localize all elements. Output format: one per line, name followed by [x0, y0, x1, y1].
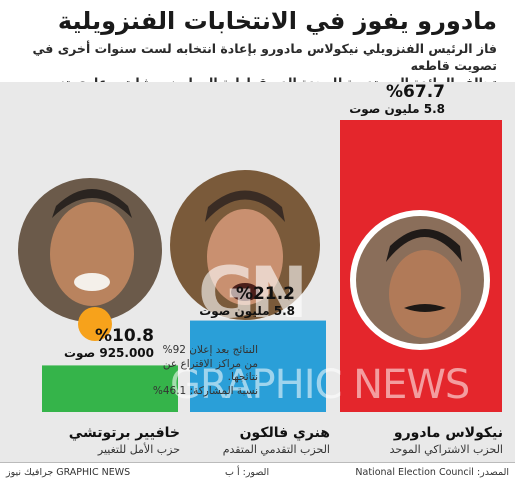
votes-label-falcon: 5.8 مليون صوت: [199, 304, 295, 318]
results-note: النتائج بعد إعلان 92% من مراكز الاقتراع …: [138, 344, 258, 398]
bar-falcon: [190, 320, 326, 412]
pct-label-bertucci: %10.8: [95, 326, 154, 346]
bar-bertucci: [42, 365, 178, 412]
party-name-maduro: الحزب الاشتراكي الموحد: [389, 443, 503, 456]
watermark-text: GRAPHIC NEWS: [170, 362, 470, 408]
footer-brand: جرافيك نيوز GRAPHIC NEWS: [6, 467, 131, 478]
category-maduro: نيكولاس مادورو الحزب الاشتراكي الموحد: [345, 424, 503, 457]
chart-panel: GN GRAPHIC NEWS النتائج بعد إعلان 92% من…: [0, 82, 515, 462]
bertucci-photo: [18, 178, 162, 341]
category-bertucci: خافيير برتوتشي حزب الأمل للتغيير: [30, 424, 180, 457]
party-name-bertucci: حزب الأمل للتغيير: [97, 443, 180, 456]
footer: جرافيك نيوز GRAPHIC NEWS الصور: أ ب المص…: [0, 462, 515, 484]
note-line-2: من مراكز الاقتراع عن نتائجها.: [162, 357, 258, 384]
category-falcon: هنري فالكون الحزب التقدمي المتقدم: [185, 424, 330, 457]
label-falcon: %21.2 5.8 مليون صوت: [190, 284, 295, 319]
bar-chart: [18, 120, 502, 412]
maduro-photo: [350, 210, 490, 350]
falcon-photo: [170, 170, 320, 320]
votes-label-bertucci: 925.000 صوت: [63, 346, 154, 360]
party-name-falcon: الحزب التقدمي المتقدم: [222, 443, 330, 456]
candidate-name-bertucci: خافيير برتوتشي: [68, 425, 180, 441]
pct-label-falcon: %21.2: [236, 284, 295, 304]
label-bertucci: %10.8 925.000 صوت: [44, 326, 154, 361]
label-maduro: %67.7 5.8 مليون صوت: [340, 82, 445, 117]
footer-photos: الصور: أ ب: [225, 467, 270, 478]
note-line-1: النتائج بعد إعلان 92%: [162, 344, 258, 356]
subtitle-line-1: فاز الرئيس الفنزويلي نيكولاس مادورو بإعا…: [32, 41, 497, 73]
candidate-name-falcon: هنري فالكون: [239, 425, 330, 441]
gn-logo-watermark: GN: [198, 252, 308, 334]
footer-source: المصدر: National Election Council: [355, 467, 509, 478]
note-line-3: نسبة المشاركة: 46.1%: [152, 384, 258, 397]
page-title: مادورو يفوز في الانتخابات الفنزويلية: [57, 7, 498, 35]
votes-label-maduro: 5.8 مليون صوت: [349, 102, 445, 116]
candidate-name-maduro: نيكولاس مادورو: [393, 425, 503, 441]
pct-label-maduro: %67.7: [386, 82, 445, 102]
